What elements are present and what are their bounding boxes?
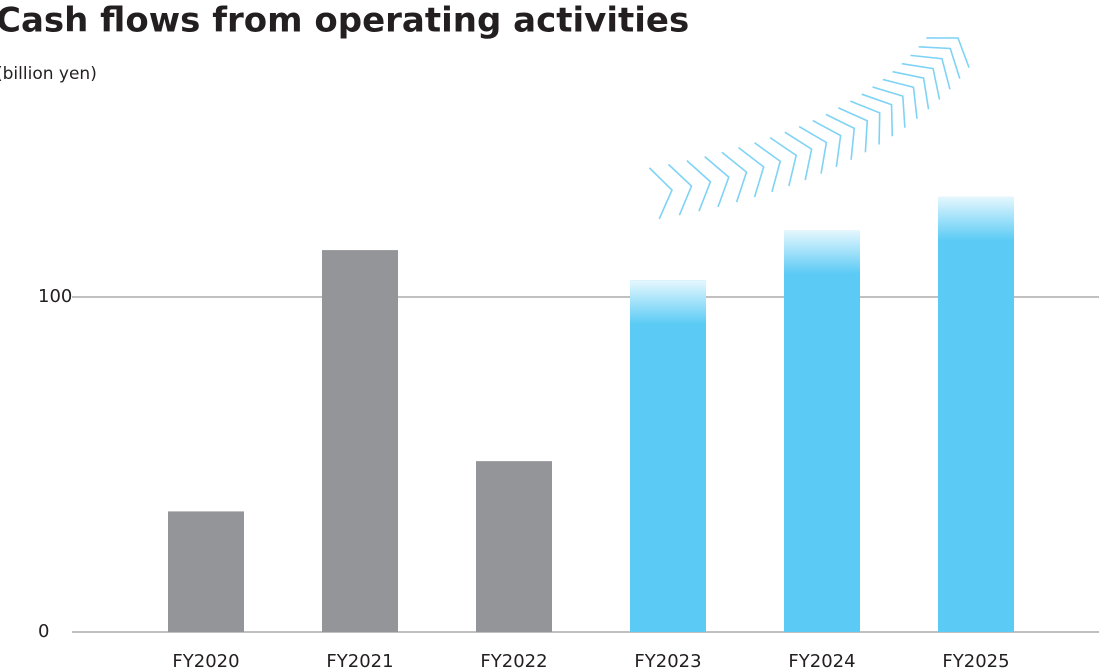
chart-title: Cash flows from operating activities [0,1,689,41]
chevron [926,38,969,68]
chevron [873,87,905,128]
unit-label: (billion yen) [0,64,97,84]
bar [322,250,398,632]
chevron [799,127,826,174]
y-tick-label: 100 [38,286,72,307]
x-tick-label: FY2021 [326,651,393,672]
chevron [893,72,929,110]
chevron [739,148,764,197]
y-tick-label: 0 [38,621,49,642]
x-tick-label: FY2025 [942,651,1009,672]
chevron [705,157,729,207]
bar-fade [784,230,860,274]
chevron [911,55,950,89]
bar-fade [938,197,1014,241]
chevron [883,79,917,118]
chevron [919,47,960,79]
bar [476,461,552,632]
chevron [902,64,940,100]
bar-fade [630,280,706,324]
bar [168,511,244,632]
growth-arrow [649,38,969,219]
chevron [770,138,796,186]
x-tick-label: FY2023 [634,651,701,672]
chart: Cash flows from operating activities (bi… [0,0,1099,672]
x-tick-label: FY2022 [480,651,547,672]
bar [630,280,706,632]
chevron [850,101,879,144]
bar [784,230,860,632]
chevron [722,152,747,202]
chevron [649,168,672,219]
x-tick-label: FY2024 [788,651,855,672]
bar [938,197,1014,633]
chevron [785,132,812,180]
page: Cash flows from operating activities (bi… [0,0,1099,672]
x-tick-label: FY2020 [172,651,239,672]
